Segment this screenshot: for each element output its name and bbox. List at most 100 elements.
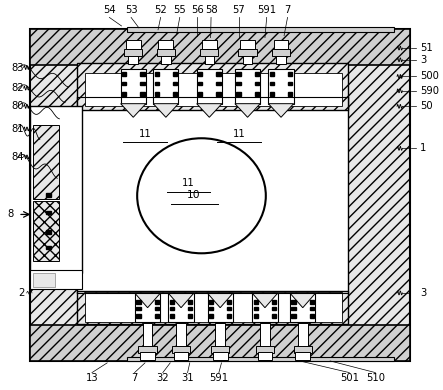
Bar [216, 92, 221, 96]
Bar [295, 353, 310, 360]
Bar [122, 92, 126, 96]
Bar [253, 293, 278, 323]
Bar [238, 49, 256, 56]
Bar [270, 82, 274, 85]
Bar [168, 293, 194, 323]
Bar [30, 325, 410, 361]
Bar [310, 307, 314, 310]
Bar [47, 246, 51, 250]
Text: 510: 510 [366, 373, 385, 383]
Bar [209, 314, 213, 318]
Text: 13: 13 [85, 373, 98, 383]
Bar [298, 323, 307, 347]
Text: 590: 590 [420, 86, 439, 96]
Text: 56: 56 [191, 5, 203, 16]
Bar [127, 357, 394, 361]
Polygon shape [253, 293, 278, 308]
Bar [270, 72, 274, 76]
Text: 500: 500 [420, 71, 439, 82]
Bar [254, 314, 258, 318]
Bar [174, 353, 188, 360]
Text: 81: 81 [12, 124, 24, 134]
Bar [200, 49, 218, 56]
Bar [291, 300, 296, 304]
Bar [139, 346, 157, 353]
Bar [170, 314, 174, 318]
Text: 52: 52 [154, 5, 167, 16]
Bar [236, 92, 241, 96]
Bar [155, 300, 159, 304]
Bar [288, 72, 292, 76]
Bar [33, 201, 59, 261]
Bar [47, 193, 51, 197]
Bar [30, 106, 82, 273]
Bar [172, 346, 190, 353]
Polygon shape [197, 104, 222, 117]
Polygon shape [290, 293, 315, 308]
Bar [128, 44, 138, 64]
Polygon shape [168, 293, 194, 308]
Bar [153, 69, 179, 104]
Bar [85, 292, 342, 323]
Bar [288, 92, 292, 96]
Bar [235, 69, 260, 104]
Text: 32: 32 [156, 373, 169, 383]
Bar [173, 92, 177, 96]
Bar [124, 49, 142, 56]
Text: 58: 58 [205, 5, 218, 16]
Bar [161, 44, 171, 64]
Bar [236, 72, 241, 76]
Text: 2: 2 [18, 288, 25, 298]
Bar [33, 125, 59, 199]
Bar [240, 39, 255, 49]
Bar [255, 82, 259, 85]
Bar [188, 307, 192, 310]
Bar [208, 293, 233, 323]
Text: 3: 3 [420, 288, 426, 298]
Bar [135, 293, 160, 323]
Bar [310, 314, 314, 318]
Bar [33, 273, 55, 287]
Bar [255, 92, 259, 96]
Bar [276, 44, 286, 64]
Bar [155, 92, 159, 96]
Bar [209, 300, 213, 304]
Text: 83: 83 [12, 62, 24, 73]
Bar [254, 300, 258, 304]
Text: 11: 11 [233, 129, 245, 138]
Bar [157, 49, 175, 56]
Polygon shape [235, 104, 260, 117]
Bar [272, 307, 276, 310]
Bar [77, 291, 348, 324]
Bar [294, 346, 312, 353]
Circle shape [137, 138, 266, 253]
Bar [272, 300, 276, 304]
Text: 7: 7 [132, 373, 138, 383]
Bar [140, 72, 144, 76]
Bar [197, 69, 222, 104]
Bar [136, 300, 140, 304]
Bar [227, 314, 232, 318]
Bar [77, 97, 348, 293]
Bar [260, 323, 270, 347]
Bar [155, 82, 159, 85]
Bar [140, 92, 144, 96]
Bar [291, 307, 296, 310]
Bar [243, 44, 253, 64]
Text: 57: 57 [233, 5, 245, 16]
Text: 84: 84 [12, 152, 24, 162]
Bar [155, 307, 159, 310]
Bar [216, 72, 221, 76]
Text: 3: 3 [420, 55, 426, 65]
Bar [155, 314, 159, 318]
Bar [136, 314, 140, 318]
Bar [170, 300, 174, 304]
Bar [198, 72, 202, 76]
Bar [122, 82, 126, 85]
Bar [170, 307, 174, 310]
Bar [126, 39, 140, 49]
Polygon shape [268, 104, 294, 117]
Bar [310, 300, 314, 304]
Text: 51: 51 [420, 43, 433, 53]
Bar [188, 314, 192, 318]
